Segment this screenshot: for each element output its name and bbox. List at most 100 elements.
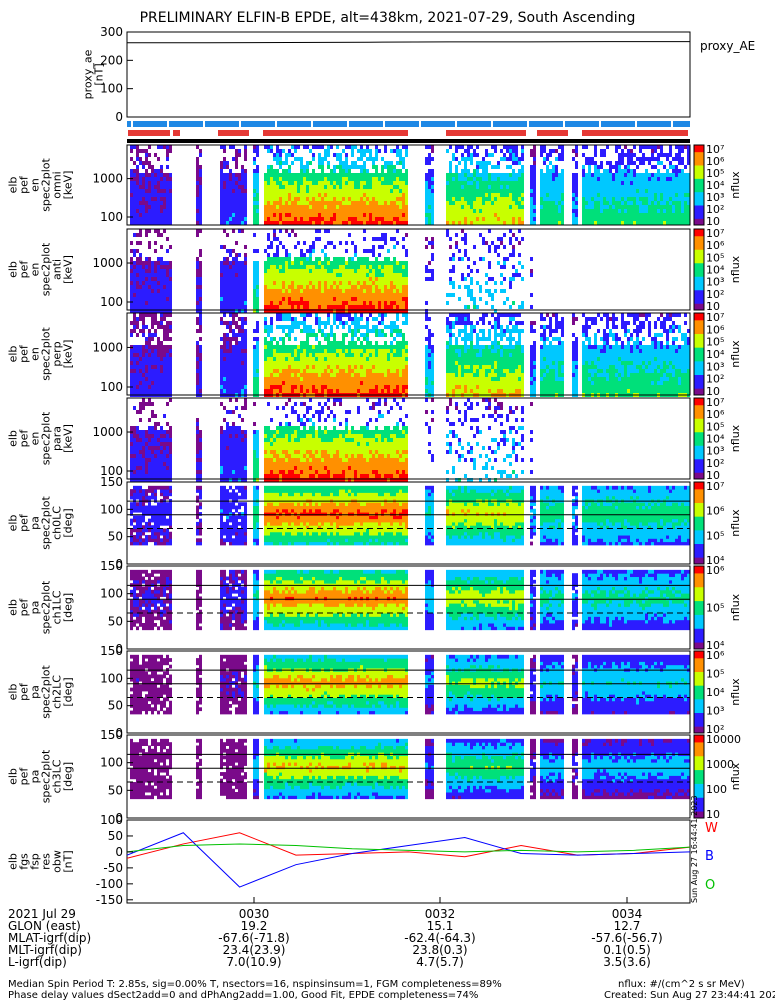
- spectrogram-cell: [309, 269, 312, 273]
- spectrogram-cell: [390, 181, 393, 185]
- spectrogram-cell: [452, 281, 455, 285]
- spectrogram-cell: [552, 217, 555, 221]
- spectrogram-cell: [288, 273, 291, 277]
- spectrogram-cell: [154, 317, 157, 321]
- spectrogram-cell: [488, 193, 491, 197]
- spectrogram-cell: [253, 345, 256, 349]
- spectrogram-cell: [235, 305, 238, 309]
- spectrogram-cell: [285, 209, 288, 213]
- spectrogram-cell: [306, 269, 309, 273]
- spectrogram-cell: [157, 209, 160, 213]
- spectrogram-cell: [327, 357, 330, 361]
- spectrogram-cell: [399, 277, 402, 281]
- spectrogram-cell: [497, 201, 500, 205]
- spectrogram-cell: [294, 385, 297, 389]
- spectrogram-cell: [309, 377, 312, 381]
- spectrogram-cell: [618, 213, 621, 217]
- spectrogram-cell: [399, 297, 402, 301]
- spectrogram-cell: [253, 285, 256, 289]
- spectrogram-cell: [163, 185, 166, 189]
- spectrogram-cell: [348, 185, 351, 189]
- spectrogram-cell: [291, 389, 294, 393]
- spectrogram-cell: [253, 337, 256, 341]
- spectrogram-cell: [458, 177, 461, 181]
- spectrogram-cell: [223, 353, 226, 357]
- spectrogram-cell: [512, 273, 515, 277]
- spectrogram-cell: [363, 209, 366, 213]
- spectrogram-cell: [279, 345, 282, 349]
- spectrogram-cell: [142, 197, 145, 201]
- spectrogram-cell: [223, 217, 226, 221]
- spectrogram-cell: [575, 185, 578, 189]
- spectrogram-cell: [196, 373, 199, 377]
- spectrogram-cell: [458, 205, 461, 209]
- spectrogram-cell: [133, 293, 136, 297]
- spectrogram-cell: [238, 305, 241, 309]
- spectrogram-cell: [357, 361, 360, 365]
- spectrogram-cell: [354, 313, 357, 317]
- spectrogram-cell: [348, 349, 351, 353]
- spectrogram-cell: [145, 157, 148, 161]
- spectrogram-cell: [330, 217, 333, 221]
- spectrogram-cell: [303, 261, 306, 265]
- spectrogram-cell: [461, 229, 464, 233]
- spectrogram-cell: [591, 157, 594, 161]
- spectrogram-cell: [639, 157, 642, 161]
- spectrogram-cell: [390, 221, 393, 225]
- spectrogram-cell: [372, 305, 375, 309]
- spectrogram-cell: [267, 333, 270, 337]
- spectrogram-cell: [303, 373, 306, 377]
- spectrogram-cell: [160, 277, 163, 281]
- spectrogram-cell: [488, 245, 491, 249]
- spectrogram-cell: [375, 297, 378, 301]
- spectrogram-cell: [366, 293, 369, 297]
- spectrogram-cell: [157, 229, 160, 233]
- spectrogram-cell: [425, 301, 428, 305]
- spectrogram-cell: [558, 217, 561, 221]
- spectrogram-cell: [461, 273, 464, 277]
- spectrogram-cell: [276, 265, 279, 269]
- spectrogram-cell: [402, 197, 405, 201]
- spectrogram-cell: [241, 205, 244, 209]
- spectrogram-cell: [594, 197, 597, 201]
- spectrogram-cell: [428, 241, 431, 245]
- spectrogram-cell: [241, 357, 244, 361]
- spectrogram-cell: [561, 205, 564, 209]
- spectrogram-cell: [136, 369, 139, 373]
- spectrogram-cell: [603, 177, 606, 181]
- spectrogram-cell: [285, 265, 288, 269]
- spectrogram-cell: [273, 277, 276, 281]
- spectrogram-cell: [306, 289, 309, 293]
- spectrogram-cell: [318, 293, 321, 297]
- spectrogram-cell: [133, 373, 136, 377]
- spectrogram-cell: [678, 181, 681, 185]
- spectrogram-cell: [196, 209, 199, 213]
- spectrogram-cell: [518, 221, 521, 225]
- spectrogram-cell: [294, 285, 297, 289]
- spectrogram-cell: [399, 269, 402, 273]
- spectrogram-cell: [276, 369, 279, 373]
- spectrogram-cell: [241, 213, 244, 217]
- spectrogram-cell: [238, 385, 241, 389]
- spectrogram-cell: [354, 297, 357, 301]
- spectrogram-cell: [470, 217, 473, 221]
- spectrogram-cell: [232, 209, 235, 213]
- spectrogram-cell: [405, 173, 408, 177]
- spectrogram-cell: [345, 197, 348, 201]
- spectrogram-cell: [142, 357, 145, 361]
- status-bar-gap: [671, 121, 673, 127]
- spectrogram-cell: [348, 217, 351, 221]
- spectrogram-cell: [276, 365, 279, 369]
- spectrogram-cell: [264, 377, 267, 381]
- spectrogram-cell: [130, 333, 133, 337]
- spectrogram-cell: [315, 297, 318, 301]
- spectrogram-cell: [253, 181, 256, 185]
- spectrogram-cell: [555, 149, 558, 153]
- status-bar-gap: [167, 121, 169, 127]
- spectrogram-cell: [588, 165, 591, 169]
- spectrogram-cell: [393, 217, 396, 221]
- spectrogram-cell: [494, 177, 497, 181]
- spectrogram-cell: [297, 345, 300, 349]
- spectrogram-cell: [585, 157, 588, 161]
- spectrogram-cell: [312, 349, 315, 353]
